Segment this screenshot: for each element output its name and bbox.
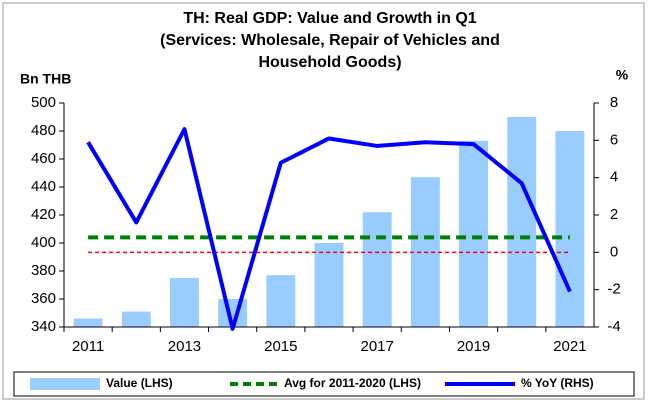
bar — [555, 131, 585, 327]
y-tick-label: 440 — [31, 178, 56, 195]
y-tick-label: 400 — [31, 234, 56, 251]
chart-title: TH: Real GDP: Value and Growth in Q1 — [183, 10, 476, 27]
legend-label: Avg for 2011-2020 (LHS) — [284, 376, 421, 390]
legend-label: % YoY (RHS) — [521, 376, 594, 390]
bar — [314, 243, 344, 327]
chart-frame — [2, 2, 645, 400]
y2-tick-label: 0 — [610, 243, 618, 260]
bar — [362, 212, 392, 327]
y-tick-label: 380 — [31, 262, 56, 279]
y-tick-label: 460 — [31, 150, 56, 167]
y2-axis-label: % — [616, 67, 629, 83]
y-tick-label: 500 — [31, 94, 56, 111]
y-tick-label: 340 — [31, 318, 56, 335]
y2-tick-label: -2 — [607, 281, 620, 298]
chart-title: (Services: Wholesale, Repair of Vehicles… — [160, 32, 500, 49]
chart-title: Household Goods) — [258, 54, 401, 71]
legend-label: Value (LHS) — [106, 376, 173, 390]
bar — [266, 275, 296, 327]
y2-tick-label: 8 — [610, 94, 618, 111]
bar — [170, 278, 199, 327]
x-tick-label: 2021 — [553, 338, 586, 355]
y2-tick-label: 2 — [610, 206, 618, 223]
y-tick-label: 480 — [31, 122, 56, 139]
y-tick-label: 420 — [31, 206, 56, 223]
y-tick-label: 360 — [31, 290, 56, 307]
y2-tick-label: -4 — [607, 318, 620, 335]
bar — [73, 318, 103, 327]
y2-tick-label: 6 — [610, 131, 618, 148]
y-axis-label: Bn THB — [20, 71, 71, 87]
x-tick-label: 2013 — [168, 338, 201, 355]
x-tick-label: 2019 — [457, 338, 490, 355]
bar — [121, 311, 151, 327]
x-tick-label: 2015 — [264, 338, 297, 355]
legend-swatch — [30, 378, 100, 390]
x-tick-label: 2011 — [72, 338, 104, 355]
bar — [459, 140, 488, 327]
legend-box — [13, 371, 635, 397]
bar — [507, 117, 537, 327]
y2-tick-label: 4 — [610, 169, 618, 186]
yoy-line — [86, 127, 572, 331]
x-tick-label: 2017 — [360, 338, 393, 355]
